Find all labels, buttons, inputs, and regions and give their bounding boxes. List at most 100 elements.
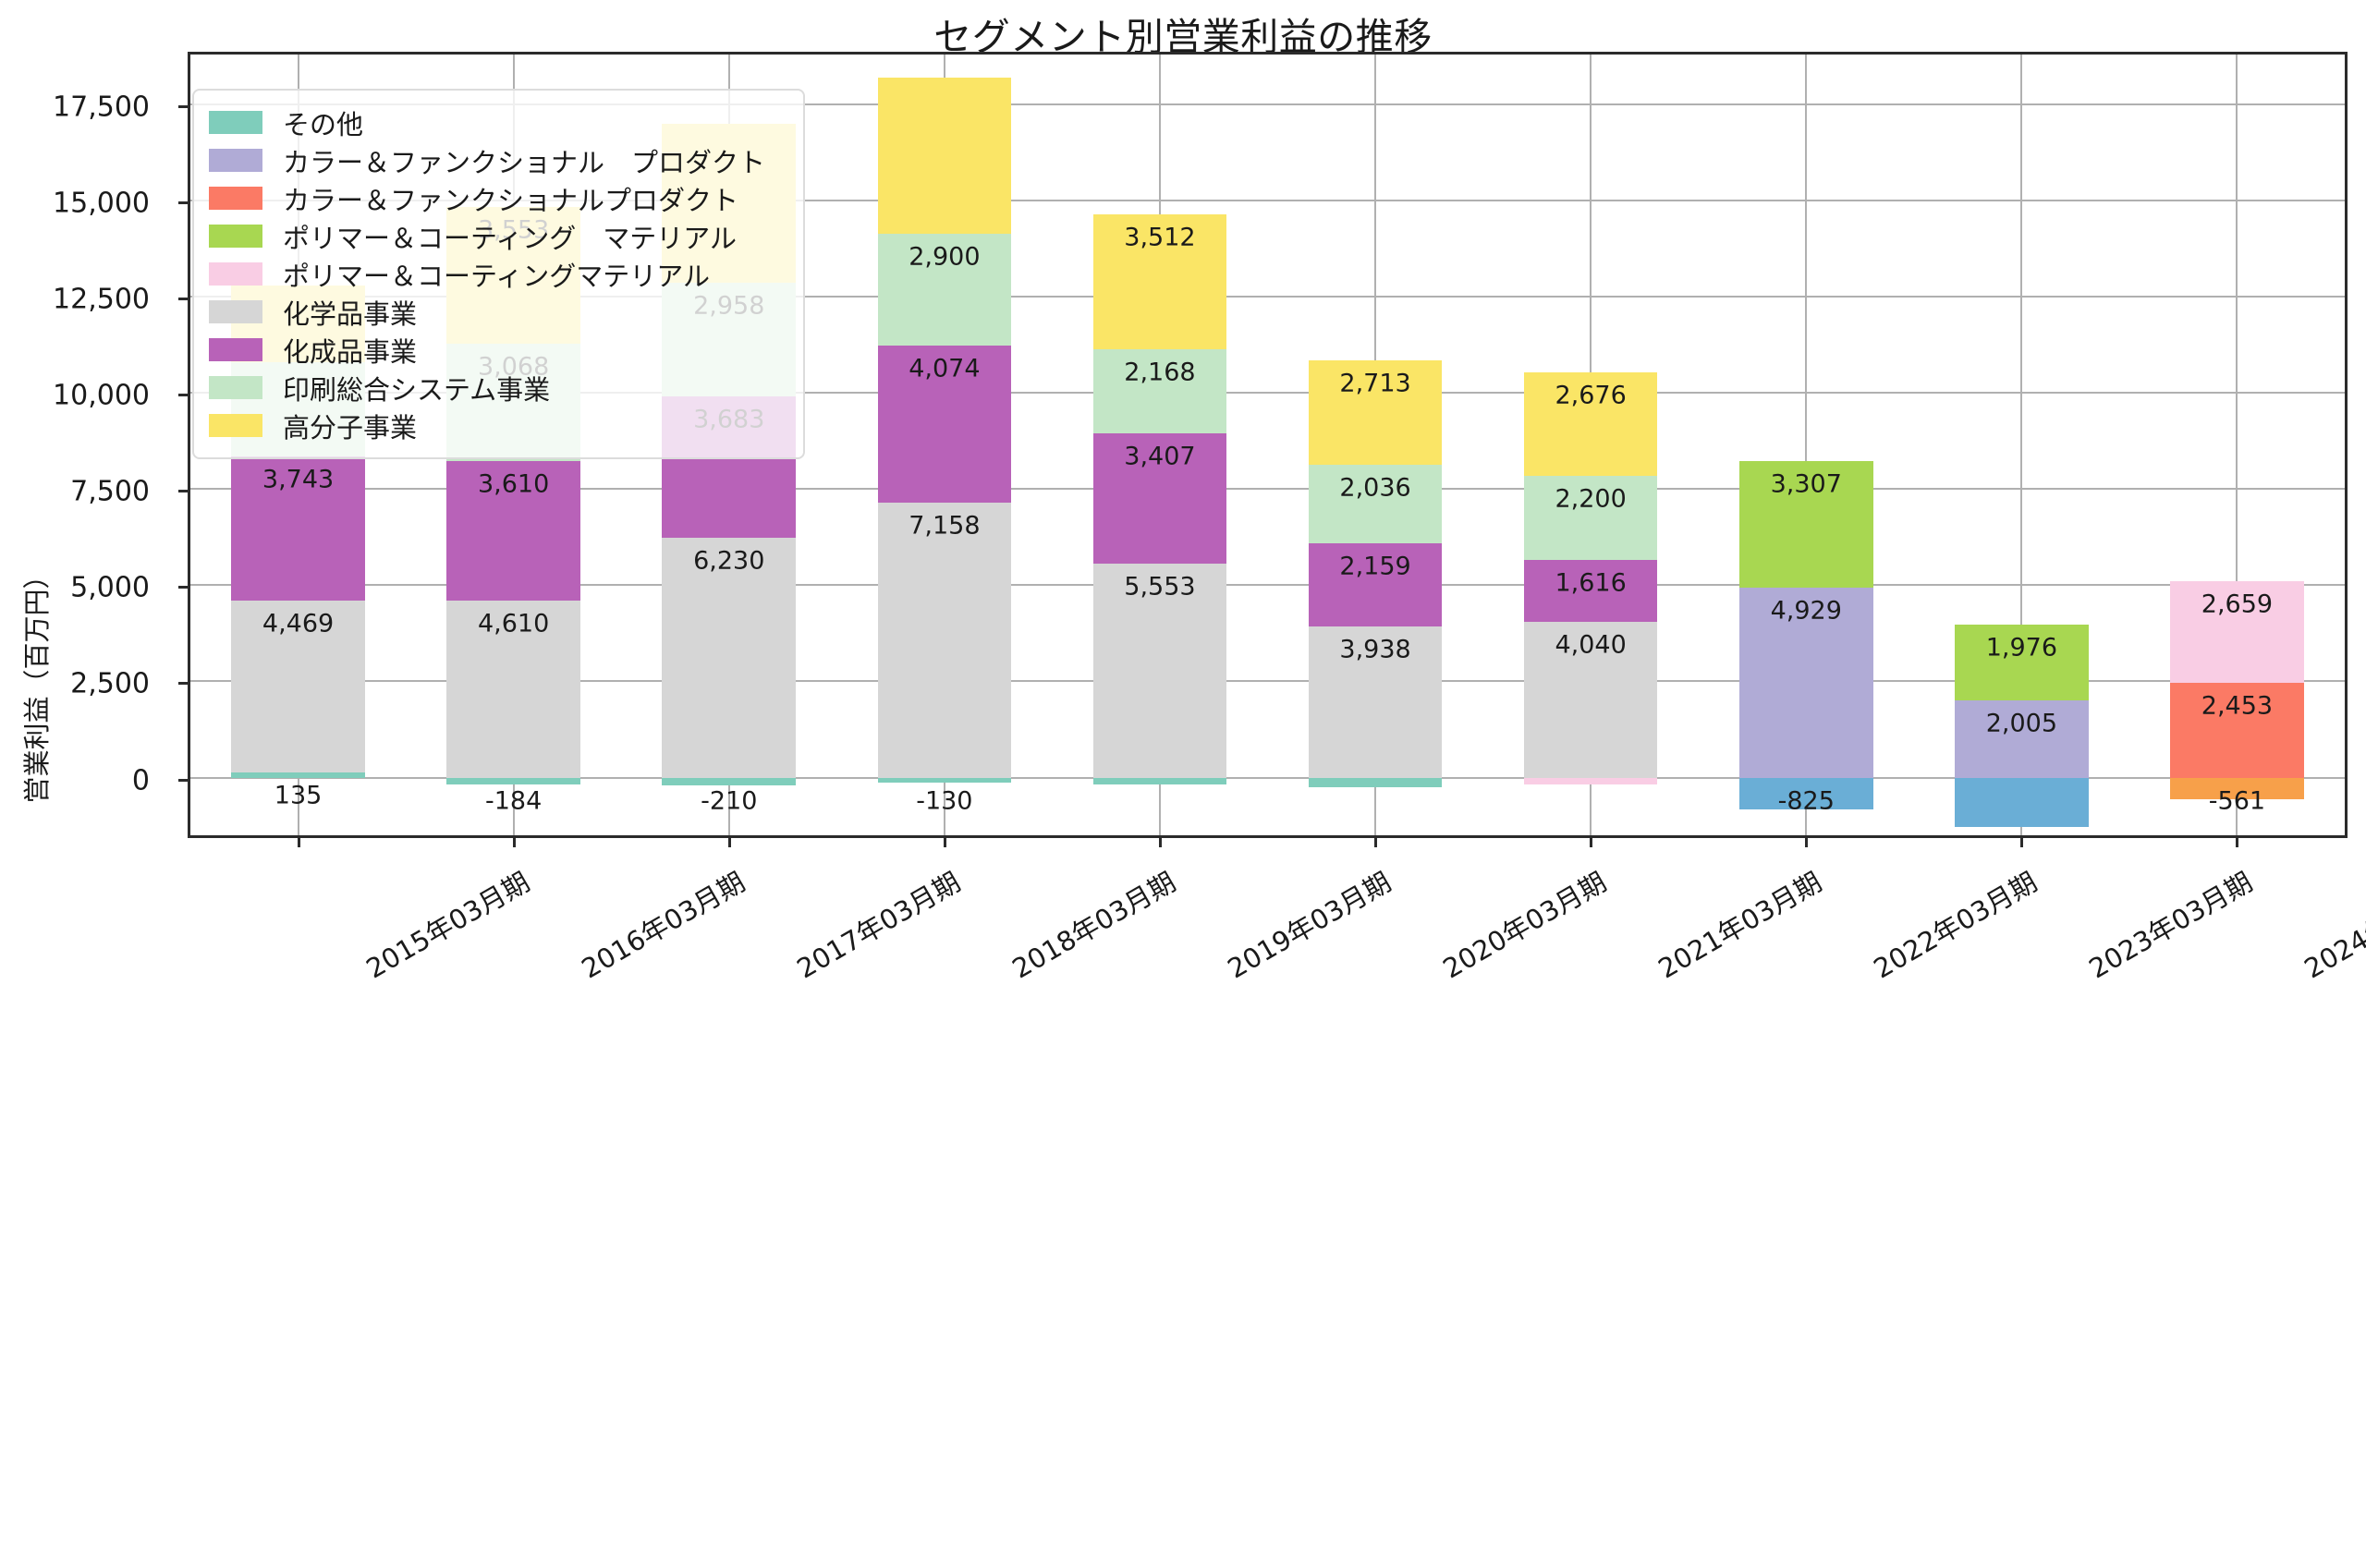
legend-item-label: ポリマー＆コーティング マテリアル — [283, 222, 737, 254]
legend-item[interactable]: カラー＆ファンクショナルプロダクト — [209, 179, 788, 217]
bar-segment[interactable] — [1092, 214, 1227, 350]
bar-segment[interactable] — [231, 772, 365, 778]
x-tick-mark — [297, 835, 300, 847]
y-tick-mark — [178, 105, 190, 109]
x-tick-label: 2024年03月期 — [2299, 866, 2366, 985]
y-tick-label: 15,000 — [53, 187, 150, 220]
y-tick-mark — [178, 490, 190, 493]
bar-segment[interactable] — [877, 346, 1012, 503]
legend-swatch-icon — [209, 187, 262, 210]
bar-segment[interactable] — [2170, 683, 2304, 778]
y-gridline — [190, 392, 2345, 395]
legend-swatch-icon — [209, 225, 262, 248]
bar-segment[interactable] — [1523, 475, 1658, 561]
legend-item-label: その他 — [283, 108, 364, 140]
x-tick-mark — [727, 835, 731, 847]
y-gridline — [190, 488, 2345, 491]
bar-segment[interactable] — [1092, 432, 1227, 565]
bar-segment[interactable] — [1308, 465, 1443, 543]
bar-segment[interactable] — [446, 600, 580, 778]
y-tick-mark — [178, 682, 190, 686]
y-tick-mark — [178, 778, 190, 782]
x-tick-mark — [943, 835, 946, 847]
y-gridline — [190, 776, 2345, 779]
legend-swatch-icon — [209, 414, 262, 437]
y-gridline — [190, 103, 2345, 106]
bar-segment[interactable] — [1523, 777, 1658, 784]
y-gridline — [190, 680, 2345, 683]
bar-segment[interactable] — [1955, 700, 2089, 778]
bar-segment[interactable] — [877, 234, 1012, 346]
legend-item[interactable]: 高分子事業 — [209, 407, 788, 444]
bar-segment[interactable] — [877, 777, 1012, 783]
x-tick-label: 2016年03月期 — [576, 866, 750, 985]
bar-segment[interactable] — [2170, 777, 2304, 799]
y-gridline — [190, 200, 2345, 202]
x-tick-label: 2022年03月期 — [1868, 866, 2043, 985]
legend-swatch-icon — [209, 338, 262, 361]
bar-segment[interactable] — [1523, 622, 1658, 778]
x-gridline — [2020, 55, 2023, 835]
bar-segment[interactable] — [1308, 777, 1443, 788]
bar-segment[interactable] — [231, 456, 365, 601]
legend-item-label: 高分子事業 — [283, 411, 418, 444]
legend-item[interactable]: その他 — [209, 103, 788, 141]
bar-segment[interactable] — [877, 502, 1012, 778]
legend-item[interactable]: カラー＆ファンクショナル プロダクト — [209, 141, 788, 179]
bar-segment[interactable] — [1092, 777, 1227, 784]
y-tick-label: 10,000 — [53, 379, 150, 412]
y-tick-label: 0 — [131, 764, 150, 797]
bar-segment[interactable] — [877, 78, 1012, 235]
bar-segment[interactable] — [1308, 626, 1443, 778]
legend-item-label: 化学品事業 — [283, 298, 418, 330]
x-tick-label: 2019年03月期 — [1222, 866, 1396, 985]
x-gridline — [2236, 55, 2238, 835]
bar-segment[interactable] — [231, 600, 365, 772]
legend-item-label: ポリマー＆コーティングマテリアル — [283, 260, 710, 292]
bar-segment[interactable] — [1523, 560, 1658, 623]
legend-item-label: 印刷総合システム事業 — [283, 373, 551, 406]
x-tick-label: 2018年03月期 — [1006, 866, 1181, 985]
legend-item-label: 化成品事業 — [283, 335, 418, 368]
x-tick-mark — [1805, 835, 1809, 847]
legend-swatch-icon — [209, 376, 262, 399]
bar-segment[interactable] — [662, 538, 796, 778]
bar-segment[interactable] — [662, 777, 796, 786]
bar-segment[interactable] — [446, 461, 580, 601]
y-tick-label: 5,000 — [70, 571, 150, 604]
bar-segment[interactable] — [2170, 580, 2304, 684]
legend-item[interactable]: 化成品事業 — [209, 331, 788, 369]
bar-segment[interactable] — [1738, 460, 1873, 589]
x-tick-label: 2023年03月期 — [2083, 866, 2259, 985]
y-gridline — [190, 584, 2345, 587]
legend-swatch-icon — [209, 111, 262, 134]
legend-item[interactable]: 化学品事業 — [209, 293, 788, 331]
bar-segment[interactable] — [1092, 564, 1227, 778]
x-tick-mark — [2236, 835, 2239, 847]
y-tick-label: 7,500 — [70, 475, 150, 508]
x-tick-mark — [1158, 835, 1162, 847]
bar-segment[interactable] — [1738, 588, 1873, 778]
y-tick-label: 12,500 — [53, 283, 150, 316]
bar-segment[interactable] — [1955, 777, 2089, 827]
bar-segment[interactable] — [446, 777, 580, 785]
x-tick-label: 2017年03月期 — [791, 866, 966, 985]
y-tick-label: 2,500 — [70, 667, 150, 700]
x-tick-label: 2015年03月期 — [360, 866, 535, 985]
legend-item-label: カラー＆ファンクショナル プロダクト — [283, 146, 766, 178]
legend-item[interactable]: 印刷総合システム事業 — [209, 369, 788, 407]
legend-item[interactable]: ポリマー＆コーティングマテリアル — [209, 255, 788, 293]
legend-item[interactable]: ポリマー＆コーティング マテリアル — [209, 217, 788, 255]
bar-segment[interactable] — [1308, 360, 1443, 465]
y-gridline — [190, 296, 2345, 298]
bar-segment[interactable] — [1523, 372, 1658, 476]
bar-segment[interactable] — [1955, 624, 2089, 701]
y-tick-label: 17,500 — [53, 91, 150, 124]
bar-segment[interactable] — [1738, 777, 1873, 809]
legend-swatch-icon — [209, 300, 262, 323]
x-tick-mark — [1374, 835, 1378, 847]
bar-segment[interactable] — [1092, 349, 1227, 433]
legend-item-label: カラー＆ファンクショナルプロダクト — [283, 184, 739, 216]
bar-segment[interactable] — [1308, 542, 1443, 626]
